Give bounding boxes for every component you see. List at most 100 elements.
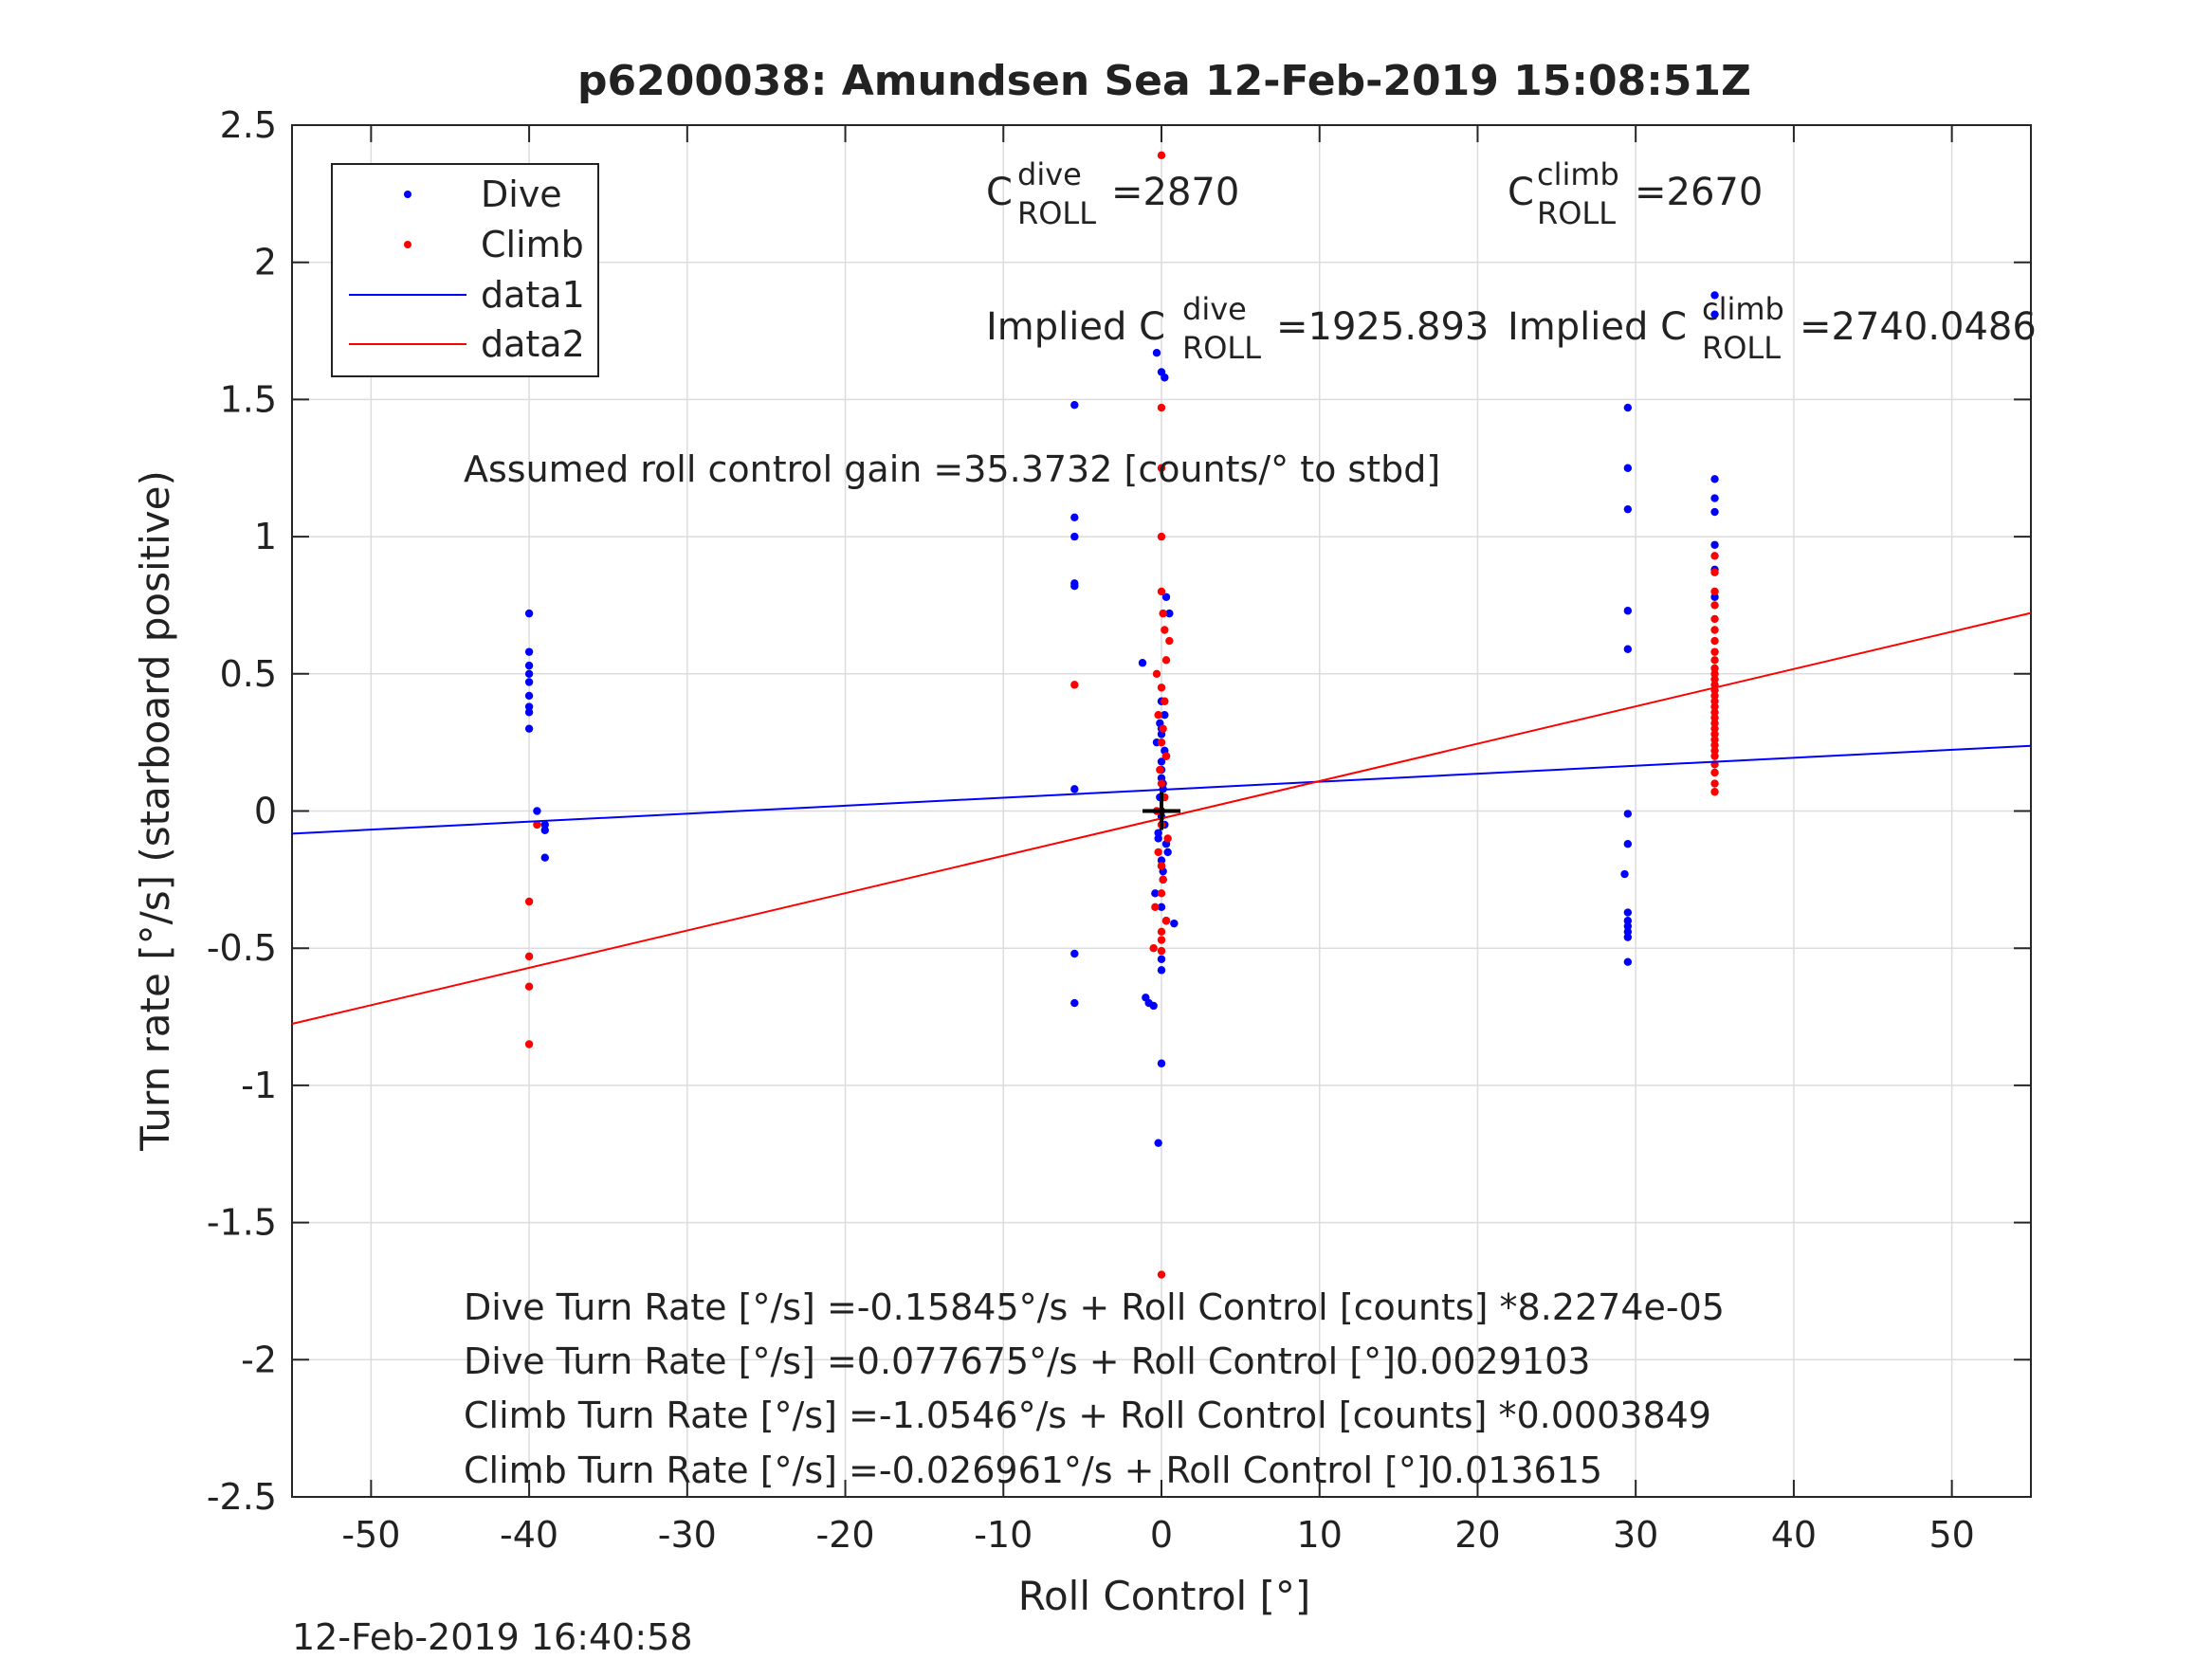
- dive-point: [1710, 540, 1719, 549]
- climb-point: [1710, 724, 1719, 733]
- climb-point: [1157, 403, 1166, 412]
- svg-text:=2870: =2870: [1111, 171, 1239, 214]
- legend-box: [331, 163, 599, 377]
- y-tick-label: 0.5: [220, 653, 277, 695]
- dive-point: [1157, 856, 1166, 865]
- climb-point: [1710, 601, 1719, 610]
- annotation-roll-gain: Assumed roll control gain =35.3732 [coun…: [464, 448, 1440, 490]
- dive-point: [540, 826, 549, 834]
- svg-text:Implied C: Implied C: [986, 305, 1165, 349]
- climb-point: [1157, 862, 1166, 870]
- dive-point: [1623, 917, 1633, 925]
- climb-point: [1159, 609, 1167, 618]
- climb-point: [1710, 708, 1719, 717]
- y-tick-label: -1: [241, 1065, 277, 1106]
- climb-point: [1710, 702, 1719, 711]
- dive-point: [533, 807, 541, 815]
- climb-point: [1165, 636, 1174, 646]
- climb-point: [1710, 636, 1719, 646]
- dive-point: [1070, 998, 1079, 1008]
- dive-point: [1710, 291, 1719, 300]
- legend-dive-marker: [404, 191, 411, 198]
- dive-point: [540, 853, 549, 862]
- svg-text:C: C: [986, 171, 1013, 214]
- x-tick-label: -40: [500, 1514, 558, 1556]
- c-roll-dive: C dive ROLL =2870: [986, 156, 1239, 231]
- dive-point: [1157, 757, 1166, 766]
- x-tick-label: 30: [1613, 1514, 1658, 1556]
- climb-point: [1710, 779, 1719, 788]
- annotation-climb-counts: Climb Turn Rate [°/s] =-1.0546°/s + Roll…: [464, 1395, 1711, 1436]
- dive-point: [1710, 475, 1719, 483]
- climb-point: [1161, 752, 1171, 760]
- dive-point: [524, 702, 534, 711]
- dive-point: [524, 691, 534, 701]
- legend-data2-label: data2: [481, 323, 585, 365]
- climb-point: [1163, 834, 1172, 843]
- svg-text:Implied C: Implied C: [1508, 305, 1687, 349]
- climb-point: [1710, 587, 1719, 596]
- svg-text:ROLL: ROLL: [1537, 195, 1616, 231]
- dive-point: [1620, 869, 1629, 879]
- legend-climb-marker: [404, 241, 411, 248]
- climb-point: [1710, 697, 1719, 705]
- svg-text:dive: dive: [1017, 156, 1082, 192]
- dive-point: [1070, 513, 1079, 522]
- svg-text:climb: climb: [1702, 291, 1784, 327]
- climb-point: [1710, 768, 1719, 777]
- climb-point: [1159, 875, 1167, 884]
- svg-text:ROLL: ROLL: [1702, 330, 1781, 366]
- climb-point: [1151, 902, 1160, 911]
- dive-point: [1157, 774, 1166, 782]
- climb-point: [1710, 730, 1719, 738]
- climb-point: [1710, 740, 1719, 750]
- dive-point: [1163, 848, 1172, 857]
- climb-point: [1161, 697, 1169, 705]
- axes: [291, 124, 2032, 1498]
- svg-text:dive: dive: [1182, 291, 1247, 327]
- tick-labels: -50 -40 -30 -20 -10 0 10 20 30 40 50-2.5-2-1.5-1-0…: [207, 104, 1975, 1556]
- svg-text:ROLL: ROLL: [1017, 195, 1096, 231]
- climb-point: [1157, 1270, 1166, 1279]
- climb-point: [524, 982, 534, 991]
- dive-point: [1623, 933, 1633, 941]
- dive-point: [1157, 902, 1166, 911]
- climb-point: [1157, 889, 1166, 898]
- climb-point: [1157, 927, 1166, 937]
- dive-point: [1710, 310, 1719, 319]
- x-tick-label: -10: [974, 1514, 1033, 1556]
- climb-point: [1161, 626, 1169, 634]
- dive-point: [1161, 711, 1169, 720]
- climb-point: [1157, 464, 1166, 472]
- dive-point: [1170, 919, 1179, 928]
- dive-point: [540, 820, 549, 830]
- implied-c-roll-dive: Implied C dive ROLL =1925.893: [986, 291, 1489, 366]
- climb-point: [1157, 684, 1166, 692]
- x-axis-label: Roll Control [°]: [1018, 1573, 1311, 1619]
- y-tick-label: 1: [254, 516, 277, 557]
- dive-point: [1165, 609, 1174, 618]
- legend-climb-label: Climb: [481, 224, 584, 265]
- legend: Dive Climb data1 data2: [331, 163, 599, 377]
- dive-point: [1710, 507, 1719, 517]
- dive-point: [524, 669, 534, 678]
- dive-point: [524, 678, 534, 686]
- x-tick-label: -30: [658, 1514, 717, 1556]
- svg-text:ROLL: ROLL: [1182, 330, 1261, 366]
- climb-point: [1152, 669, 1161, 678]
- dive-point: [1154, 1139, 1162, 1147]
- dive-point: [1154, 834, 1162, 843]
- dive-point: [1070, 581, 1079, 591]
- climb-point: [1710, 647, 1719, 656]
- dive-point: [1623, 957, 1633, 966]
- dive-point: [1138, 659, 1147, 667]
- climb-point: [524, 952, 534, 961]
- climb-point: [1157, 587, 1166, 596]
- climb-point: [1154, 711, 1162, 720]
- climb-point: [524, 1040, 534, 1048]
- dive-point: [1710, 494, 1719, 502]
- data1-fit-line: [291, 744, 2032, 835]
- y-tick-label: 1.5: [220, 378, 277, 420]
- climb-point: [1710, 719, 1719, 728]
